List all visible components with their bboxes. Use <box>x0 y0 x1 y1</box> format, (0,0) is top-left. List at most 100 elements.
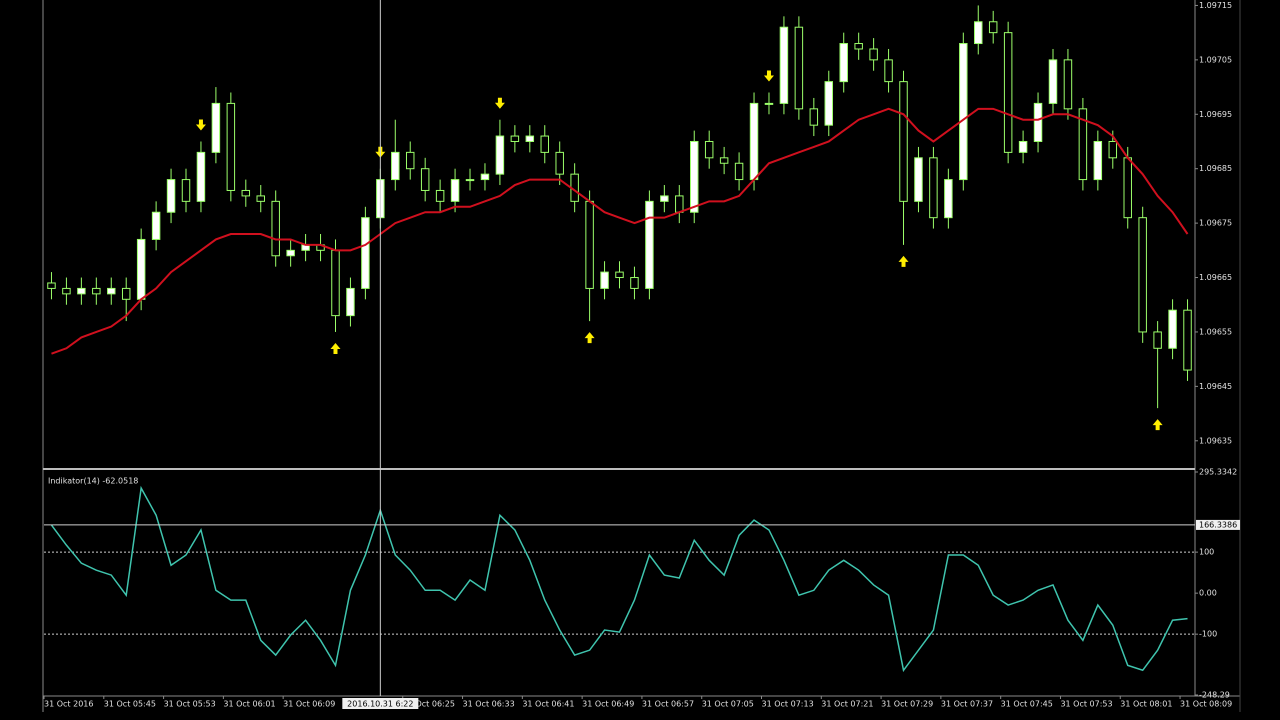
candle-body <box>47 282 56 289</box>
y-tick-label: -100 <box>1199 630 1217 639</box>
candle-body <box>450 179 460 202</box>
x-tick-label: 31 Oct 07:13 <box>762 700 814 709</box>
candle-body <box>121 287 131 300</box>
candle-body <box>869 48 878 61</box>
candle-body <box>405 151 415 170</box>
candle-body <box>77 287 86 295</box>
candle-body <box>824 81 834 126</box>
candle-body <box>794 26 804 110</box>
candle-body <box>1168 309 1177 349</box>
y-tick-label: 1.09695 <box>1199 110 1232 119</box>
candle-body <box>645 200 654 289</box>
candle-body <box>884 59 893 83</box>
y-tick-label: -248.29 <box>1199 691 1230 700</box>
candle-body <box>346 287 355 317</box>
candle-body <box>719 157 729 164</box>
candle-body <box>1048 59 1058 104</box>
candle-body <box>1108 140 1118 159</box>
x-tick-label: 31 Oct 06:09 <box>283 700 335 709</box>
candle-body <box>1093 140 1103 181</box>
candle-body <box>271 200 280 257</box>
candle-body <box>510 135 520 142</box>
candle-body <box>600 271 609 289</box>
sell-arrow <box>494 97 505 109</box>
indicator-line <box>50 485 1188 673</box>
candle-body <box>660 195 669 202</box>
x-tick-label: 31 Oct 05:53 <box>164 700 216 709</box>
candle-body <box>988 21 998 34</box>
candle-body <box>1018 140 1028 153</box>
candle-body <box>92 287 101 295</box>
candle-body <box>929 157 938 219</box>
buy-arrow <box>330 342 341 354</box>
candle-body <box>1138 217 1147 333</box>
candle-body <box>1033 102 1043 142</box>
candle-body <box>331 249 340 317</box>
candle-body <box>241 189 251 197</box>
candle-body <box>585 200 594 289</box>
candle-body <box>1153 331 1162 349</box>
x-tick-label: 31 Oct 08:01 <box>1120 700 1172 709</box>
crosshair-value-label: 166.3386 <box>1199 520 1237 529</box>
candle-body <box>959 43 968 181</box>
candle-body <box>136 238 146 300</box>
candle-body <box>435 189 445 202</box>
candle-body <box>107 287 116 295</box>
candle-body <box>615 271 624 279</box>
x-tick-label: 31 Oct 06:57 <box>642 700 694 709</box>
y-tick-label: 1.09715 <box>1199 1 1232 10</box>
candle-body <box>734 162 744 181</box>
candle-body <box>256 195 265 202</box>
y-tick-label: 100 <box>1199 548 1214 557</box>
x-tick-label: 31 Oct 2016 <box>44 700 93 709</box>
candle-body <box>839 43 848 83</box>
candle-body <box>1078 108 1088 181</box>
x-tick-label: 31 Oct 06:33 <box>463 700 515 709</box>
candle-body <box>361 217 370 289</box>
candle-body <box>151 211 161 240</box>
candle-body <box>690 140 699 213</box>
y-tick-label: 1.09665 <box>1199 273 1232 282</box>
candle-body <box>779 26 789 104</box>
candle-body <box>465 179 475 182</box>
candle-body <box>974 21 983 45</box>
candle-body <box>420 168 430 191</box>
candle-body <box>899 81 908 202</box>
indicator-title: Indikator(14) -62.0518 <box>48 477 138 486</box>
candle-body <box>1063 59 1073 110</box>
sell-arrow <box>763 70 774 82</box>
candle-body <box>944 179 953 219</box>
y-tick-label: 1.09675 <box>1199 219 1232 228</box>
candle-body <box>525 135 535 142</box>
y-tick-label: 0.00 <box>1199 589 1217 598</box>
candle-body <box>1183 309 1192 371</box>
candle-body <box>809 108 819 126</box>
x-tick-label: 31 Oct 07:05 <box>702 700 754 709</box>
candle-body <box>226 102 236 191</box>
crosshair-time-box <box>342 698 419 709</box>
candle-body <box>211 102 221 153</box>
candle-body <box>391 151 400 181</box>
x-tick-label: 31 Oct 06:01 <box>223 700 275 709</box>
buy-arrow <box>1152 419 1163 431</box>
x-tick-label: 31 Oct 06:41 <box>522 700 574 709</box>
x-tick-label: 31 Oct 06:49 <box>582 700 634 709</box>
sell-arrow <box>195 119 206 131</box>
x-tick-label: 31 Oct 05:45 <box>104 700 156 709</box>
candle-body <box>540 135 549 153</box>
candle-body <box>286 249 295 257</box>
candle-body <box>166 179 176 213</box>
y-tick-label: 1.09685 <box>1199 164 1232 173</box>
candle-body <box>495 135 505 175</box>
x-tick-label: 31 Oct 06:25 <box>403 700 455 709</box>
y-tick-label: 1.09635 <box>1199 436 1232 445</box>
candle-body <box>914 157 923 202</box>
candle-body <box>480 173 490 181</box>
candle-body <box>1003 32 1013 153</box>
x-tick-label: 31 Oct 08:09 <box>1180 700 1232 709</box>
candle-body <box>675 195 684 213</box>
x-tick-label: 31 Oct 07:45 <box>1001 700 1053 709</box>
crosshair-time-label: 2016.10.31 6:22 <box>347 700 413 709</box>
